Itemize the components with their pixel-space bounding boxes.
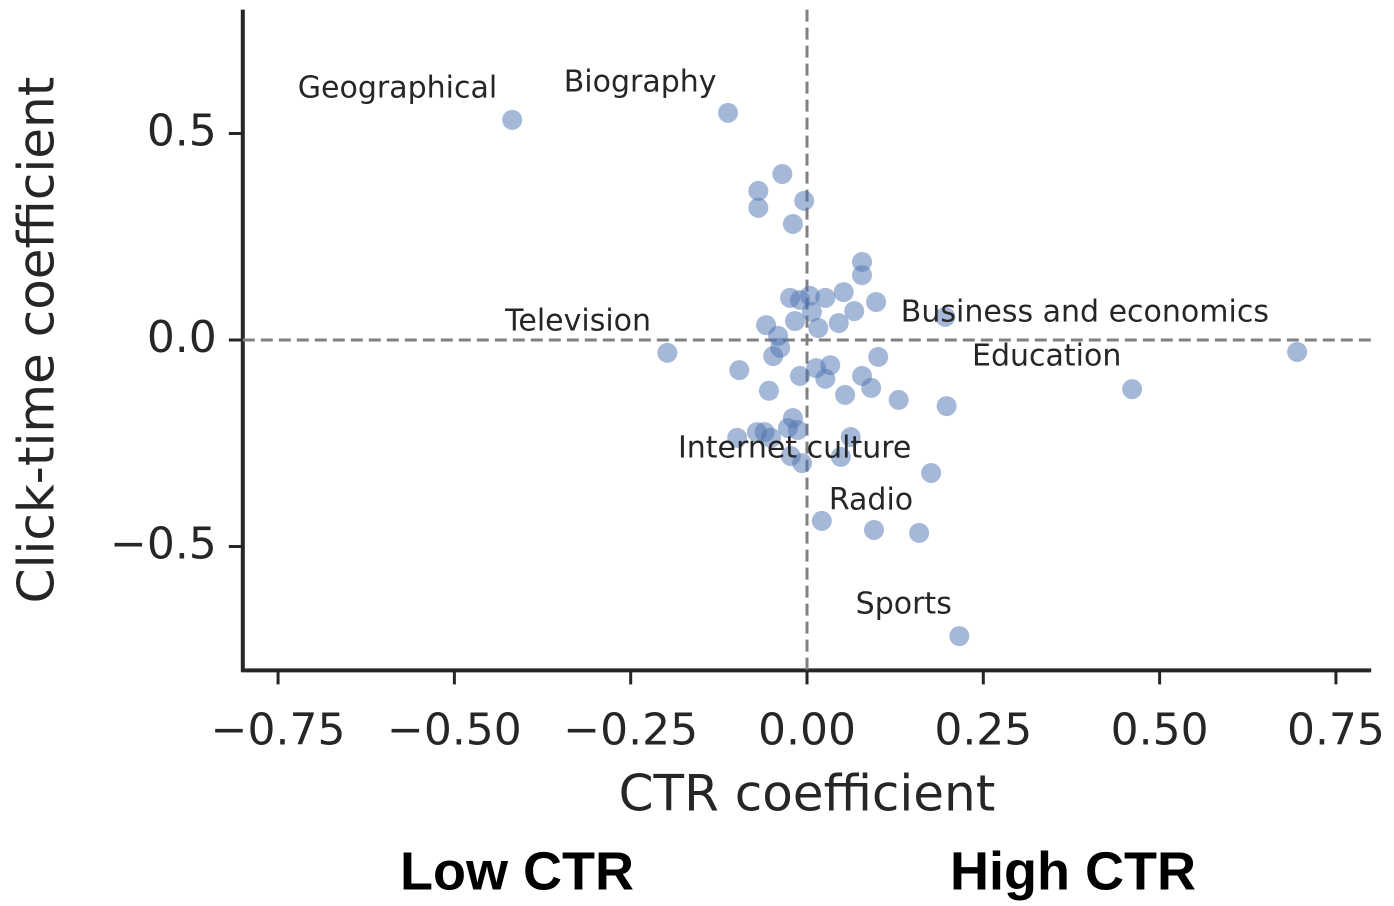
x-axis-label: CTR coefficient <box>619 765 996 823</box>
point <box>909 522 930 543</box>
point <box>748 180 769 201</box>
point <box>833 282 854 303</box>
x-tick-label: −0.75 <box>211 704 346 755</box>
point <box>888 389 909 410</box>
bottom-label: Low CTR <box>400 841 634 901</box>
point <box>866 292 887 313</box>
x-tick-label: 0.50 <box>1111 704 1209 755</box>
point <box>758 380 779 401</box>
y-axis-label: Click-time coefficient <box>8 77 66 604</box>
point <box>844 301 865 322</box>
y-tick-label: 0.0 <box>147 312 217 363</box>
x-tick-label: 0.25 <box>934 704 1032 755</box>
point <box>921 462 942 483</box>
point <box>936 396 957 417</box>
annotation: Education <box>972 338 1121 373</box>
point <box>727 427 748 448</box>
point <box>794 190 815 211</box>
point <box>840 427 861 448</box>
point <box>852 265 873 286</box>
annotation: Radio <box>829 483 913 518</box>
point <box>815 287 836 308</box>
x-tick-label: 0.00 <box>758 704 856 755</box>
point <box>828 313 849 334</box>
point <box>657 342 678 363</box>
x-tick-label: −0.50 <box>387 704 522 755</box>
x-tick-label: 0.75 <box>1287 704 1385 755</box>
point <box>863 519 884 540</box>
point <box>785 311 806 332</box>
point <box>789 365 810 386</box>
point <box>792 453 813 474</box>
point <box>861 377 882 398</box>
point <box>808 318 829 339</box>
point <box>830 446 851 467</box>
point <box>502 109 523 130</box>
annotation: Business and economics <box>901 295 1269 330</box>
point <box>801 301 822 322</box>
point <box>782 213 803 234</box>
point <box>729 360 750 381</box>
point <box>1287 341 1308 362</box>
point <box>815 368 836 389</box>
point <box>835 384 856 405</box>
point <box>718 102 739 123</box>
y-tick-label: −0.5 <box>110 519 217 570</box>
bottom-label: High CTR <box>950 841 1196 901</box>
point <box>763 346 784 367</box>
point <box>761 427 782 448</box>
point <box>1122 379 1143 400</box>
annotation: Biography <box>564 65 717 100</box>
point <box>811 510 832 531</box>
annotation: Sports <box>856 587 952 622</box>
point <box>748 197 769 218</box>
point <box>772 163 793 184</box>
point <box>935 306 956 327</box>
point <box>949 626 970 647</box>
point <box>868 346 889 367</box>
point <box>787 420 808 441</box>
annotation: Geographical <box>298 70 497 105</box>
y-tick-label: 0.5 <box>147 106 217 157</box>
x-tick-label: −0.25 <box>563 704 698 755</box>
annotation: Internet culture <box>678 431 911 466</box>
annotation: Television <box>504 303 651 338</box>
